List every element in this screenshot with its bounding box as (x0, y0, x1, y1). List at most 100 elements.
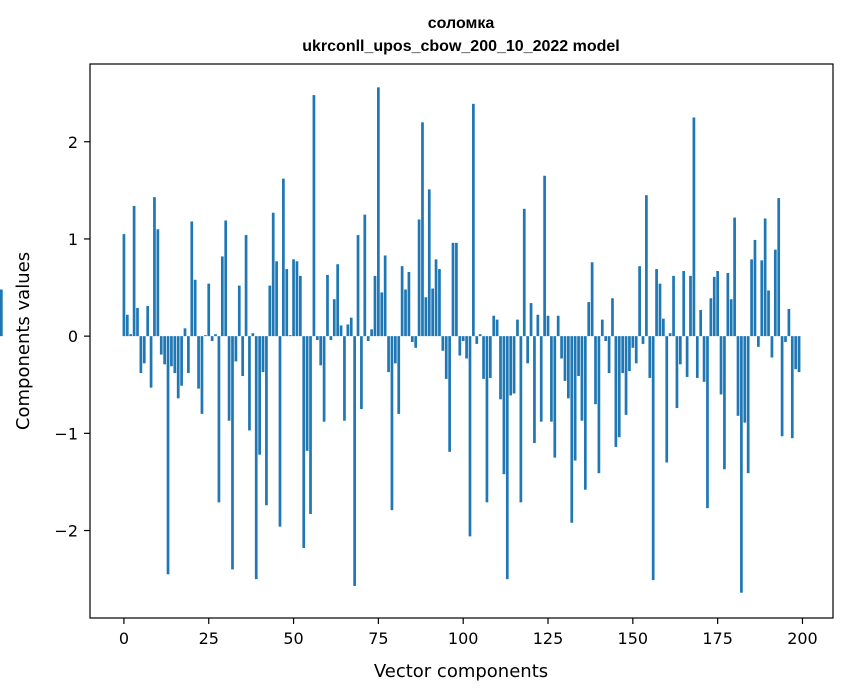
bar (685, 336, 689, 377)
bar (757, 336, 760, 347)
bar (658, 283, 662, 337)
bar (180, 336, 183, 386)
bar (502, 336, 506, 475)
bar (190, 221, 194, 337)
bar (237, 285, 241, 337)
bar (750, 259, 753, 337)
bar (373, 275, 377, 337)
y-axis-ticks: −2 −1 0 1 2 (54, 133, 90, 541)
bar (132, 205, 136, 337)
bar (176, 336, 180, 399)
bar (682, 271, 686, 337)
bar (600, 319, 604, 337)
bar (414, 336, 418, 348)
bar (282, 178, 285, 337)
bar (302, 336, 306, 549)
bar (583, 336, 587, 490)
bar (377, 87, 380, 337)
y-tick-label: −2 (54, 522, 78, 541)
bar (248, 336, 251, 431)
bar (309, 336, 312, 514)
bar (665, 336, 669, 463)
bar (383, 255, 387, 337)
bar (740, 336, 743, 593)
bar (261, 336, 265, 373)
x-tick-label: 150 (618, 629, 649, 648)
bar (427, 189, 431, 337)
bar (366, 336, 370, 341)
bar (733, 217, 736, 337)
plot-area-frame (89, 63, 834, 619)
x-tick-label: 175 (702, 629, 733, 648)
bar (149, 336, 153, 388)
x-tick-label: 25 (199, 629, 219, 648)
bar (777, 198, 781, 337)
bar (217, 336, 221, 503)
bar (170, 336, 173, 367)
bar (488, 336, 492, 378)
bar (214, 334, 217, 337)
bar (370, 329, 373, 337)
bar (322, 336, 326, 422)
bar (142, 336, 146, 364)
bar (631, 336, 635, 348)
bar (329, 336, 333, 341)
bar (305, 336, 309, 451)
bar (512, 336, 516, 394)
bar (797, 336, 801, 373)
bar (604, 336, 608, 341)
y-tick-label: −1 (54, 424, 78, 443)
bar (197, 336, 200, 389)
bar (729, 299, 733, 337)
bar (472, 103, 475, 337)
bar (773, 249, 777, 337)
bar (265, 336, 268, 506)
bars-group (0, 87, 801, 593)
y-tick-label: 2 (68, 133, 78, 152)
bar (485, 336, 489, 503)
bar (356, 235, 360, 337)
bar (349, 317, 353, 337)
x-tick-label: 50 (283, 629, 303, 648)
bar (539, 336, 543, 422)
bar (234, 336, 238, 362)
bar (482, 336, 485, 379)
bar (702, 336, 706, 382)
bar (495, 319, 499, 337)
bar (193, 279, 197, 337)
bar (746, 336, 750, 474)
bar (516, 319, 519, 337)
bar (617, 336, 621, 438)
bar (709, 298, 713, 337)
bar (203, 335, 207, 337)
bar (675, 336, 679, 409)
bar (139, 336, 143, 374)
bar (166, 336, 170, 575)
bar (455, 242, 458, 337)
bar (397, 336, 401, 414)
bar (465, 336, 468, 359)
bar (163, 336, 166, 365)
bar (295, 261, 299, 337)
bar (509, 336, 513, 396)
bar (736, 336, 740, 416)
bar (726, 272, 730, 337)
bar (393, 336, 397, 364)
bar (224, 220, 228, 337)
y-tick-label: 1 (68, 230, 78, 249)
bar (210, 336, 214, 341)
bar (200, 336, 204, 414)
bar (421, 122, 424, 337)
bar (590, 262, 594, 337)
bar (387, 336, 390, 373)
bar (794, 336, 798, 370)
bar (607, 336, 611, 374)
bar (651, 336, 655, 581)
bar (577, 336, 580, 376)
bar (550, 336, 553, 422)
bar (0, 289, 3, 337)
bar (244, 235, 248, 337)
bar (668, 333, 672, 337)
bar (760, 260, 764, 337)
bar (543, 175, 546, 337)
